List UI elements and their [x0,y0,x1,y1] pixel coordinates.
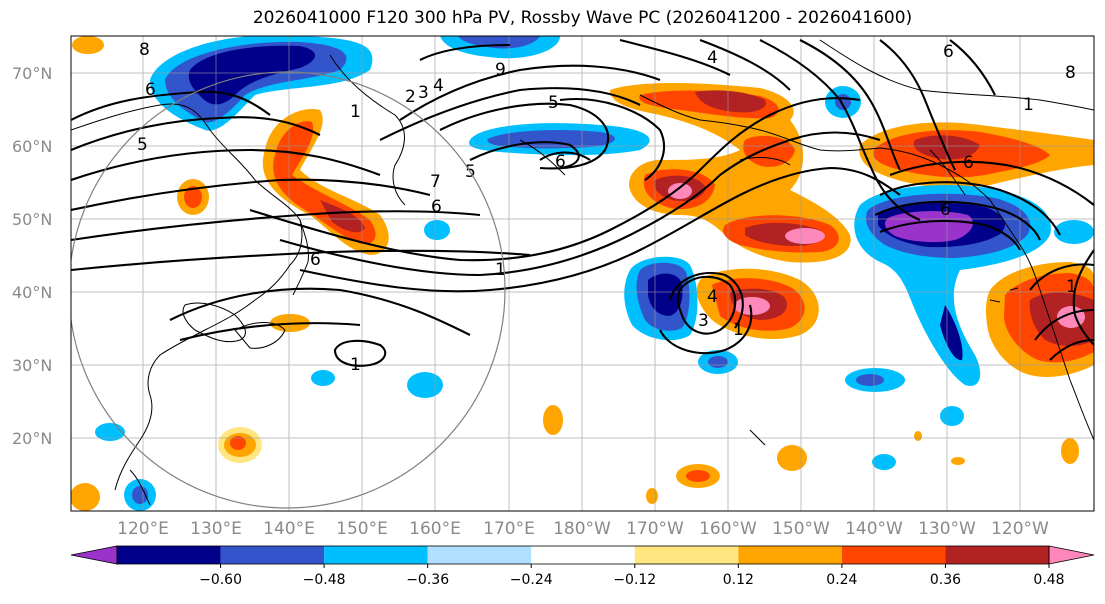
pv-contours [71,38,1094,367]
contour-label: 1 [350,102,361,122]
contour-label: 6 [940,200,951,220]
lon-label: 160°E [409,519,461,539]
lon-label: 120°W [991,519,1049,539]
contour-label: 4 [707,287,718,307]
lat-label: 70°N [12,64,52,83]
lat-label: 20°N [12,429,52,448]
contour-label: 6 [145,80,156,100]
contour-label: 1 [495,260,506,280]
colorbar-bin [841,546,946,564]
contour-label: 9 [495,60,506,80]
colorbar-tick-label: −0.12 [613,572,656,588]
contour-label: 3 [418,83,429,103]
colorbar-bin [531,546,635,564]
lat-labels: 70°N 60°N 50°N 40°N 30°N 20°N [12,64,52,448]
colorbar-tick-label: −0.48 [303,572,346,588]
lon-label: 140°W [845,519,903,539]
lon-label: 180°W [553,519,611,539]
contour-label: 6 [963,153,974,173]
colorbar: −0.60 −0.48 −0.36 −0.24 −0.12 0.12 0.24 0.36 0.4… [70,545,1095,588]
colorbar-bin [220,546,325,564]
map-frame [70,35,1095,512]
colorbar-tick-label: 0.48 [1033,572,1064,588]
region-circle [71,71,506,509]
contour-label: 6 [555,152,566,172]
colorbar-tick-label: −0.36 [406,572,449,588]
colorbar-tick-label: −0.60 [199,572,242,588]
colorbar-bin [738,546,842,564]
contour-label: 6 [310,250,321,270]
colorbar-bin [427,546,532,564]
contour-label: 1 [1023,95,1034,115]
contour-label: 4 [433,76,444,96]
colorbar-frame [116,545,1050,565]
lon-label: 130°E [190,519,242,539]
lat-label: 60°N [12,137,52,156]
contour-label: 8 [139,40,150,60]
contour-label: 6 [431,197,442,217]
contour-label: 3 [698,311,709,331]
colorbar-tick-label: 0.36 [930,572,961,588]
colorbar-bin [324,546,428,564]
contour-label: 1 [350,355,361,375]
contour-label: 2 [405,87,416,107]
colorbar-tick-label: 0.12 [723,572,754,588]
contour-labels: 8 6 5 1 2 3 4 9 5 4 7 6 5 1 6 6 1 6 1 4 … [137,40,1077,375]
contour-label: 8 [1065,63,1076,83]
lat-label: 30°N [12,356,52,375]
colorbar-tick-label: 0.24 [826,572,857,588]
contour-label: 6 [943,42,954,62]
contour-label: 5 [137,135,148,155]
contour-label: 1 [733,320,744,340]
colorbar-extend-high [1048,545,1095,565]
map-title: 2026041000 F120 300 hPa PV, Rossby Wave … [252,8,913,28]
colorbar-bin [117,546,221,564]
lon-label: 170°W [626,519,684,539]
contour-label: 7 [430,172,441,192]
gridlines [71,36,1094,511]
lat-label: 40°N [12,283,52,302]
lon-label: 160°W [699,519,757,539]
lon-label: 120°E [117,519,169,539]
colorbar-bin [945,546,1049,564]
lon-label: 150°W [772,519,830,539]
lon-label: 170°E [483,519,535,539]
lon-labels: 120°E 130°E 140°E 150°E 160°E 170°E 180°… [117,519,1049,539]
contour-label: 1 [1066,277,1077,297]
contour-label: 5 [548,93,559,113]
lon-label: 150°E [336,519,388,539]
lat-label: 50°N [12,210,52,229]
colorbar-bin [634,546,739,564]
colorbar-extend-low [70,545,118,565]
lon-label: 130°W [918,519,976,539]
colorbar-tick-label: −0.24 [510,572,553,588]
contour-label: 4 [707,48,718,68]
lon-label: 140°E [263,519,315,539]
